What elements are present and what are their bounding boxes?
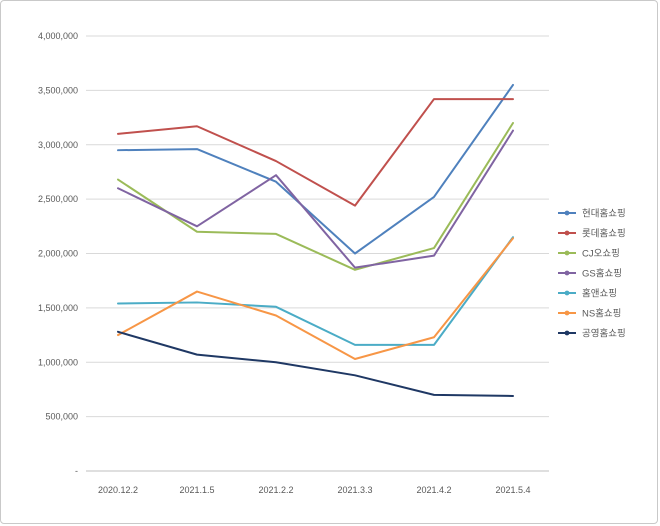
legend-marker-dot [564, 250, 570, 256]
legend-label: NS홈쇼핑 [582, 308, 621, 320]
x-tick-label: 2020.12.2 [98, 485, 138, 495]
y-tick-label: 2,000,000 [38, 249, 78, 259]
legend-item: NS홈쇼핑 [558, 308, 621, 320]
legend-marker-dot [564, 310, 570, 316]
series-line-GS홈쇼핑 [117, 129, 514, 269]
series-line-롯데홈쇼핑 [117, 98, 514, 207]
y-tick-label: 3,500,000 [38, 85, 78, 95]
y-tick-label: 2,500,000 [38, 194, 78, 204]
x-tick-label: 2021.1.5 [179, 485, 214, 495]
legend-item: 홈앤쇼핑 [558, 288, 617, 300]
y-tick-label: 3,000,000 [38, 140, 78, 150]
legend-marker-dot [564, 330, 570, 336]
legend-label: CJ오쇼핑 [582, 249, 620, 260]
legend-label: 롯데홈쇼핑 [582, 228, 626, 240]
legend-item: 현대홈쇼핑 [558, 208, 626, 220]
y-tick-label: - [75, 466, 78, 476]
y-tick-label: 4,000,000 [38, 31, 78, 41]
series-line-CJ오쇼핑 [117, 122, 514, 271]
legend-marker-dot [564, 230, 570, 236]
legend-item: 공영홈쇼핑 [558, 328, 626, 340]
legend-item: 롯데홈쇼핑 [558, 228, 626, 240]
x-tick-label: 2021.4.2 [416, 485, 451, 495]
series-line-현대홈쇼핑 [117, 83, 514, 255]
legend-item: CJ오쇼핑 [558, 249, 620, 260]
y-tick-label: 1,000,000 [38, 357, 78, 367]
legend-marker-dot [564, 210, 570, 216]
series-line-공영홈쇼핑 [117, 330, 514, 397]
y-tick-label: 1,500,000 [38, 303, 78, 313]
legend-marker-dot [564, 270, 570, 276]
series-line-NS홈쇼핑 [117, 237, 514, 360]
x-tick-label: 2021.5.4 [495, 485, 530, 495]
legend-item: GS홈쇼핑 [558, 268, 622, 280]
legend-label: GS홈쇼핑 [582, 268, 622, 280]
legend-label: 현대홈쇼핑 [582, 208, 626, 220]
legend-marker-dot [564, 290, 570, 296]
x-tick-label: 2021.3.3 [337, 485, 372, 495]
legend-label: 홈앤쇼핑 [582, 288, 617, 300]
series-line-홈앤쇼핑 [117, 236, 514, 346]
y-tick-label: 500,000 [45, 412, 78, 422]
x-tick-label: 2021.2.2 [258, 485, 293, 495]
legend-label: 공영홈쇼핑 [582, 328, 626, 340]
